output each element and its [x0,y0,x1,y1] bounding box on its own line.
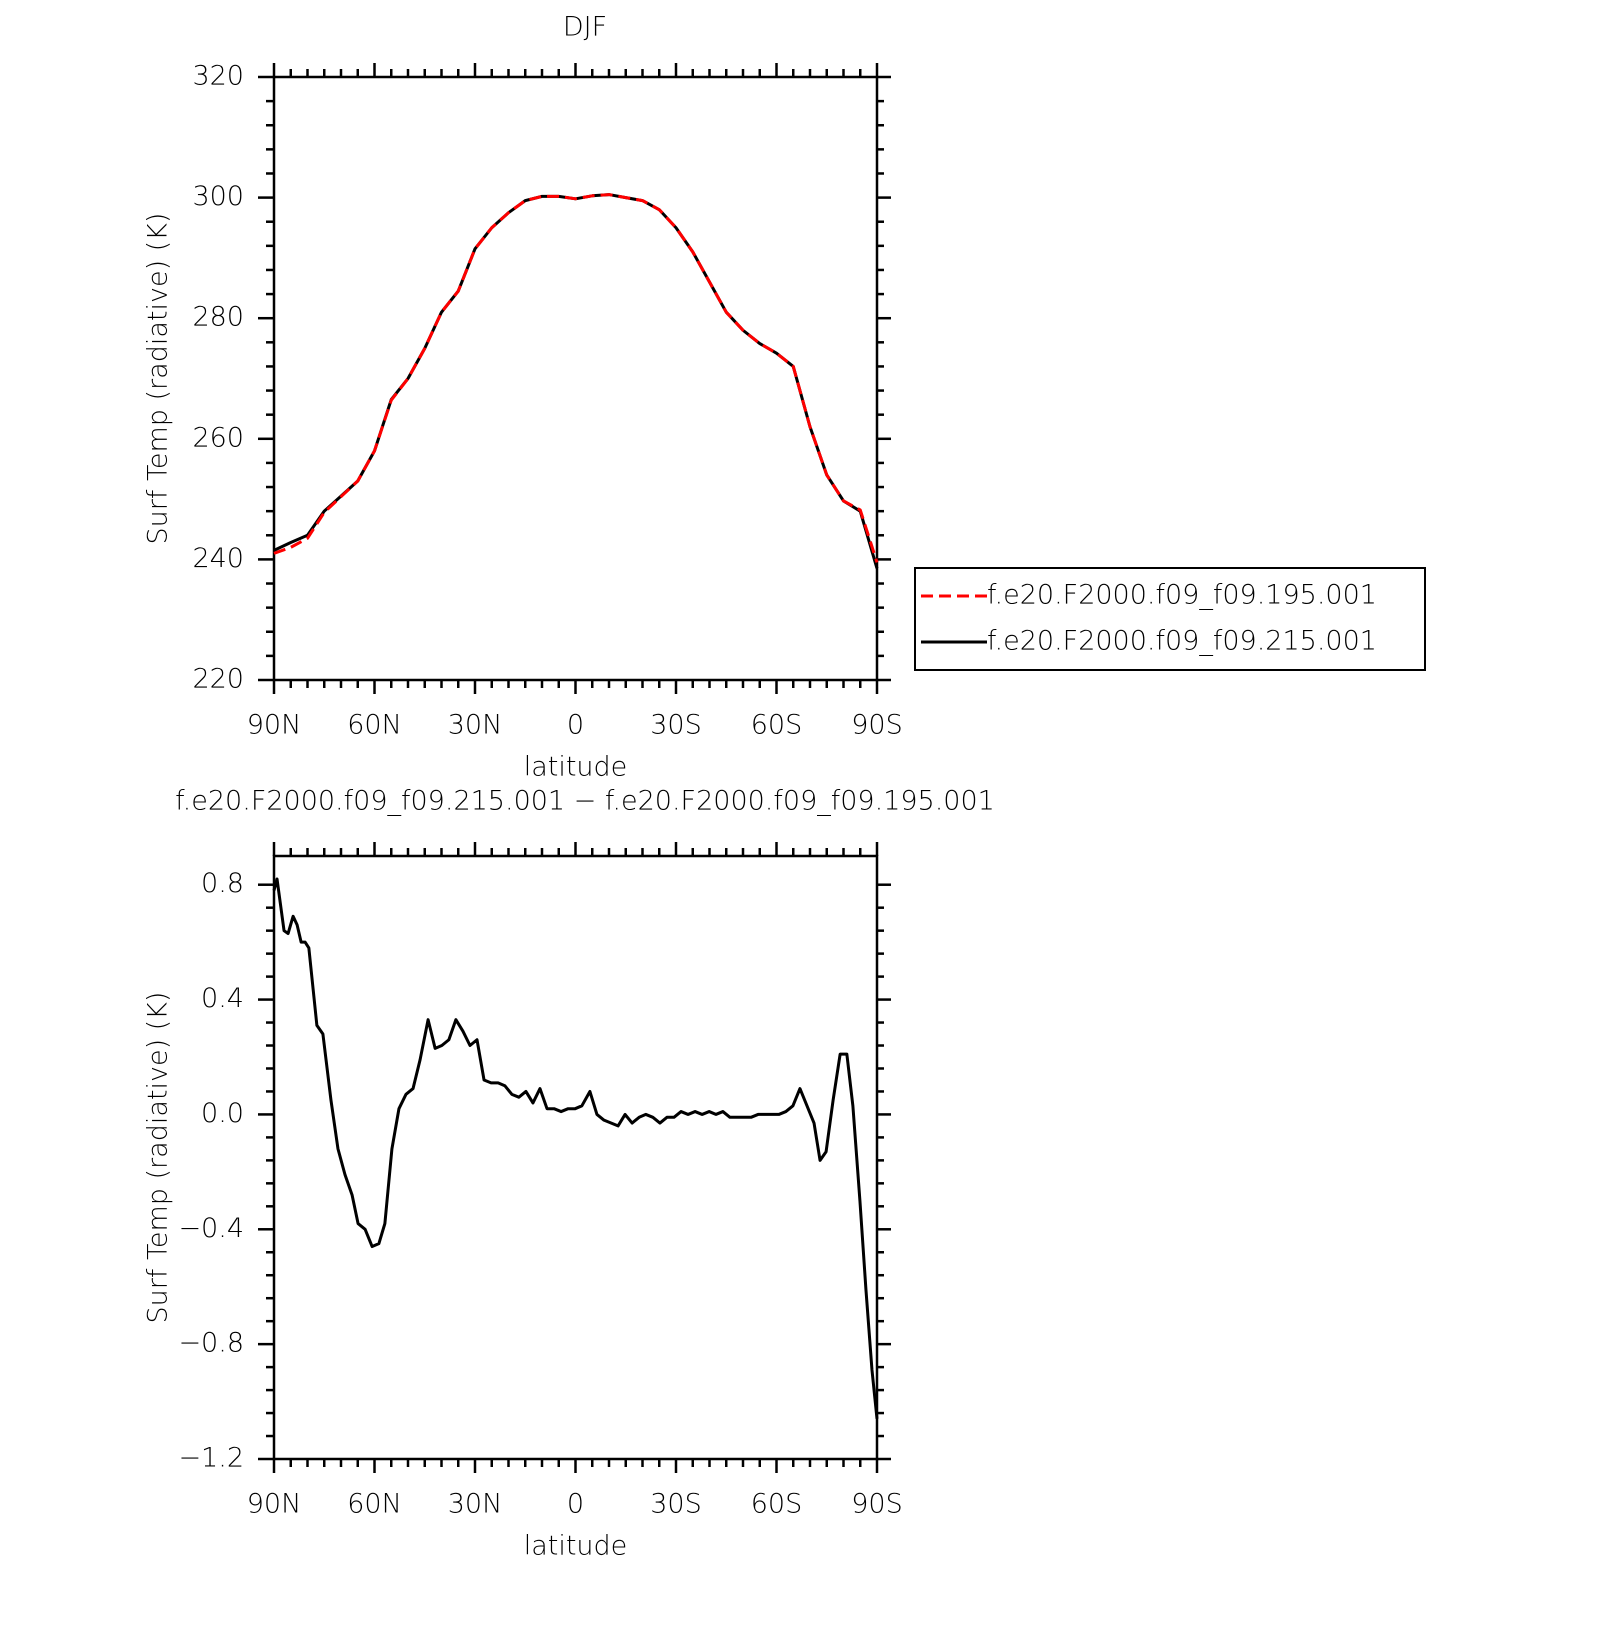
legend-label: f.e20.F2000.f09_f09.215.001 [987,626,1377,657]
y-tick-label: 0.4 [201,983,244,1014]
y-tick-label: 0.8 [201,868,244,899]
data-line [273,193,879,569]
x-tick-label: 0 [567,710,584,741]
data-line [273,193,879,563]
x-tick-label: 60S [751,1489,803,1520]
plot-frame [272,854,879,1461]
y-tick-label: 220 [192,664,244,695]
chart-title: f.e20.F2000.f09_f09.215.001 − f.e20.F200… [175,786,995,817]
x-tick-label: 0 [567,1489,584,1520]
legend-label: f.e20.F2000.f09_f09.195.001 [987,580,1377,611]
y-tick-label: −1.2 [178,1443,244,1474]
x-tick-label: 60N [347,1489,402,1520]
x-tick-label: 30N [448,710,503,741]
y-tick-label: −0.8 [178,1328,244,1359]
y-tick-label: 260 [192,422,244,453]
y-tick-label: 320 [192,61,244,92]
plot-frame [272,75,879,682]
y-tick-label: 240 [192,543,244,574]
y-tick-label: 0.0 [201,1098,244,1129]
x-tick-label: 90S [851,1489,903,1520]
x-tick-label: 60N [347,710,402,741]
x-axis-label: latitude [524,752,628,783]
x-axis-label: latitude [524,1531,628,1562]
x-tick-label: 90S [851,710,903,741]
x-tick-label: 30S [650,1489,702,1520]
chart-title: DJF [563,12,607,43]
data-line [272,877,879,1419]
legend-box [914,567,1426,671]
x-tick-label: 90N [247,1489,302,1520]
y-axis-label: Surf Temp (radiative) (K) [143,213,174,545]
y-tick-label: 280 [192,302,244,333]
x-tick-label: 30N [448,1489,503,1520]
y-tick-label: −0.4 [178,1213,244,1244]
x-tick-label: 30S [650,710,702,741]
y-axis-label: Surf Temp (radiative) (K) [143,992,174,1324]
y-tick-label: 300 [192,181,244,212]
x-tick-label: 90N [247,710,302,741]
x-tick-label: 60S [751,710,803,741]
